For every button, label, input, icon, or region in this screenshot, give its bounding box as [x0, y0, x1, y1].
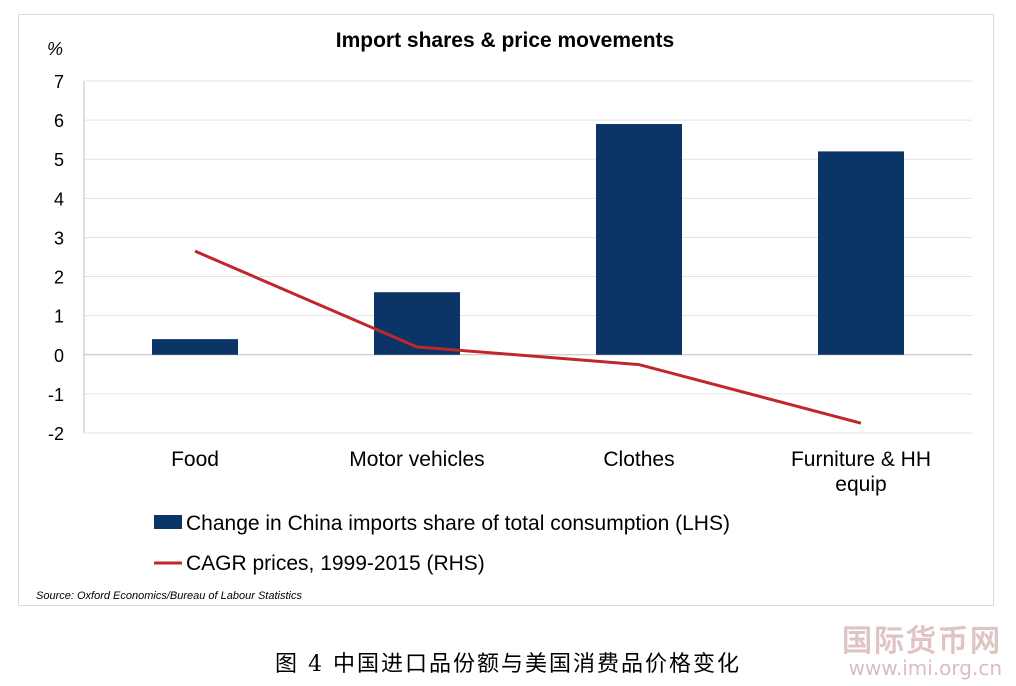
- y-tick-label: 4: [54, 189, 64, 209]
- watermark: 国际货币网 www.imi.org.cn: [842, 616, 1002, 680]
- y-tick-label: 2: [54, 268, 64, 288]
- y-tick-label: 7: [54, 72, 64, 92]
- x-tick-label: Clothes: [603, 448, 674, 471]
- watermark-logo-text: 国际货币网: [842, 624, 1002, 659]
- y-tick-label: -1: [48, 385, 64, 405]
- x-tick-label: Furniture & HH: [791, 448, 931, 471]
- y-tick-label: 0: [54, 346, 64, 366]
- y-tick-label: 5: [54, 150, 64, 170]
- y-tick-label: 1: [54, 307, 64, 327]
- cagr-line: [194, 249, 862, 425]
- y-tick-label: 3: [54, 228, 64, 248]
- legend-label-line: CAGR prices, 1999-2015 (RHS): [186, 552, 485, 575]
- x-tick-label: Food: [171, 448, 219, 471]
- figure-caption: 图 4 中国进口品份额与美国消费品价格变化: [275, 652, 741, 677]
- bar-2: [596, 124, 682, 355]
- bar-3: [818, 151, 904, 355]
- watermark-url: www.imi.org.cn: [848, 656, 1002, 680]
- x-tick-label: Motor vehicles: [349, 448, 484, 471]
- chart-title: Import shares & price movements: [336, 29, 674, 52]
- y-tick-label: 6: [54, 111, 64, 131]
- chart: 7 6 5 4 3 2 1 0 -1 -2 Food Motor vehicles Clothes Fur…: [47, 29, 972, 575]
- y-tick-label: -2: [48, 424, 64, 444]
- bar-0: [152, 339, 238, 355]
- legend-label-bar: Change in China imports share of total c…: [186, 512, 730, 535]
- x-tick-label: equip: [835, 473, 886, 496]
- bar-1: [374, 292, 460, 355]
- y-axis-unit: %: [47, 39, 63, 59]
- legend-swatch-bar: [154, 515, 182, 529]
- source-note: Source: Oxford Economics/Bureau of Labou…: [36, 590, 302, 602]
